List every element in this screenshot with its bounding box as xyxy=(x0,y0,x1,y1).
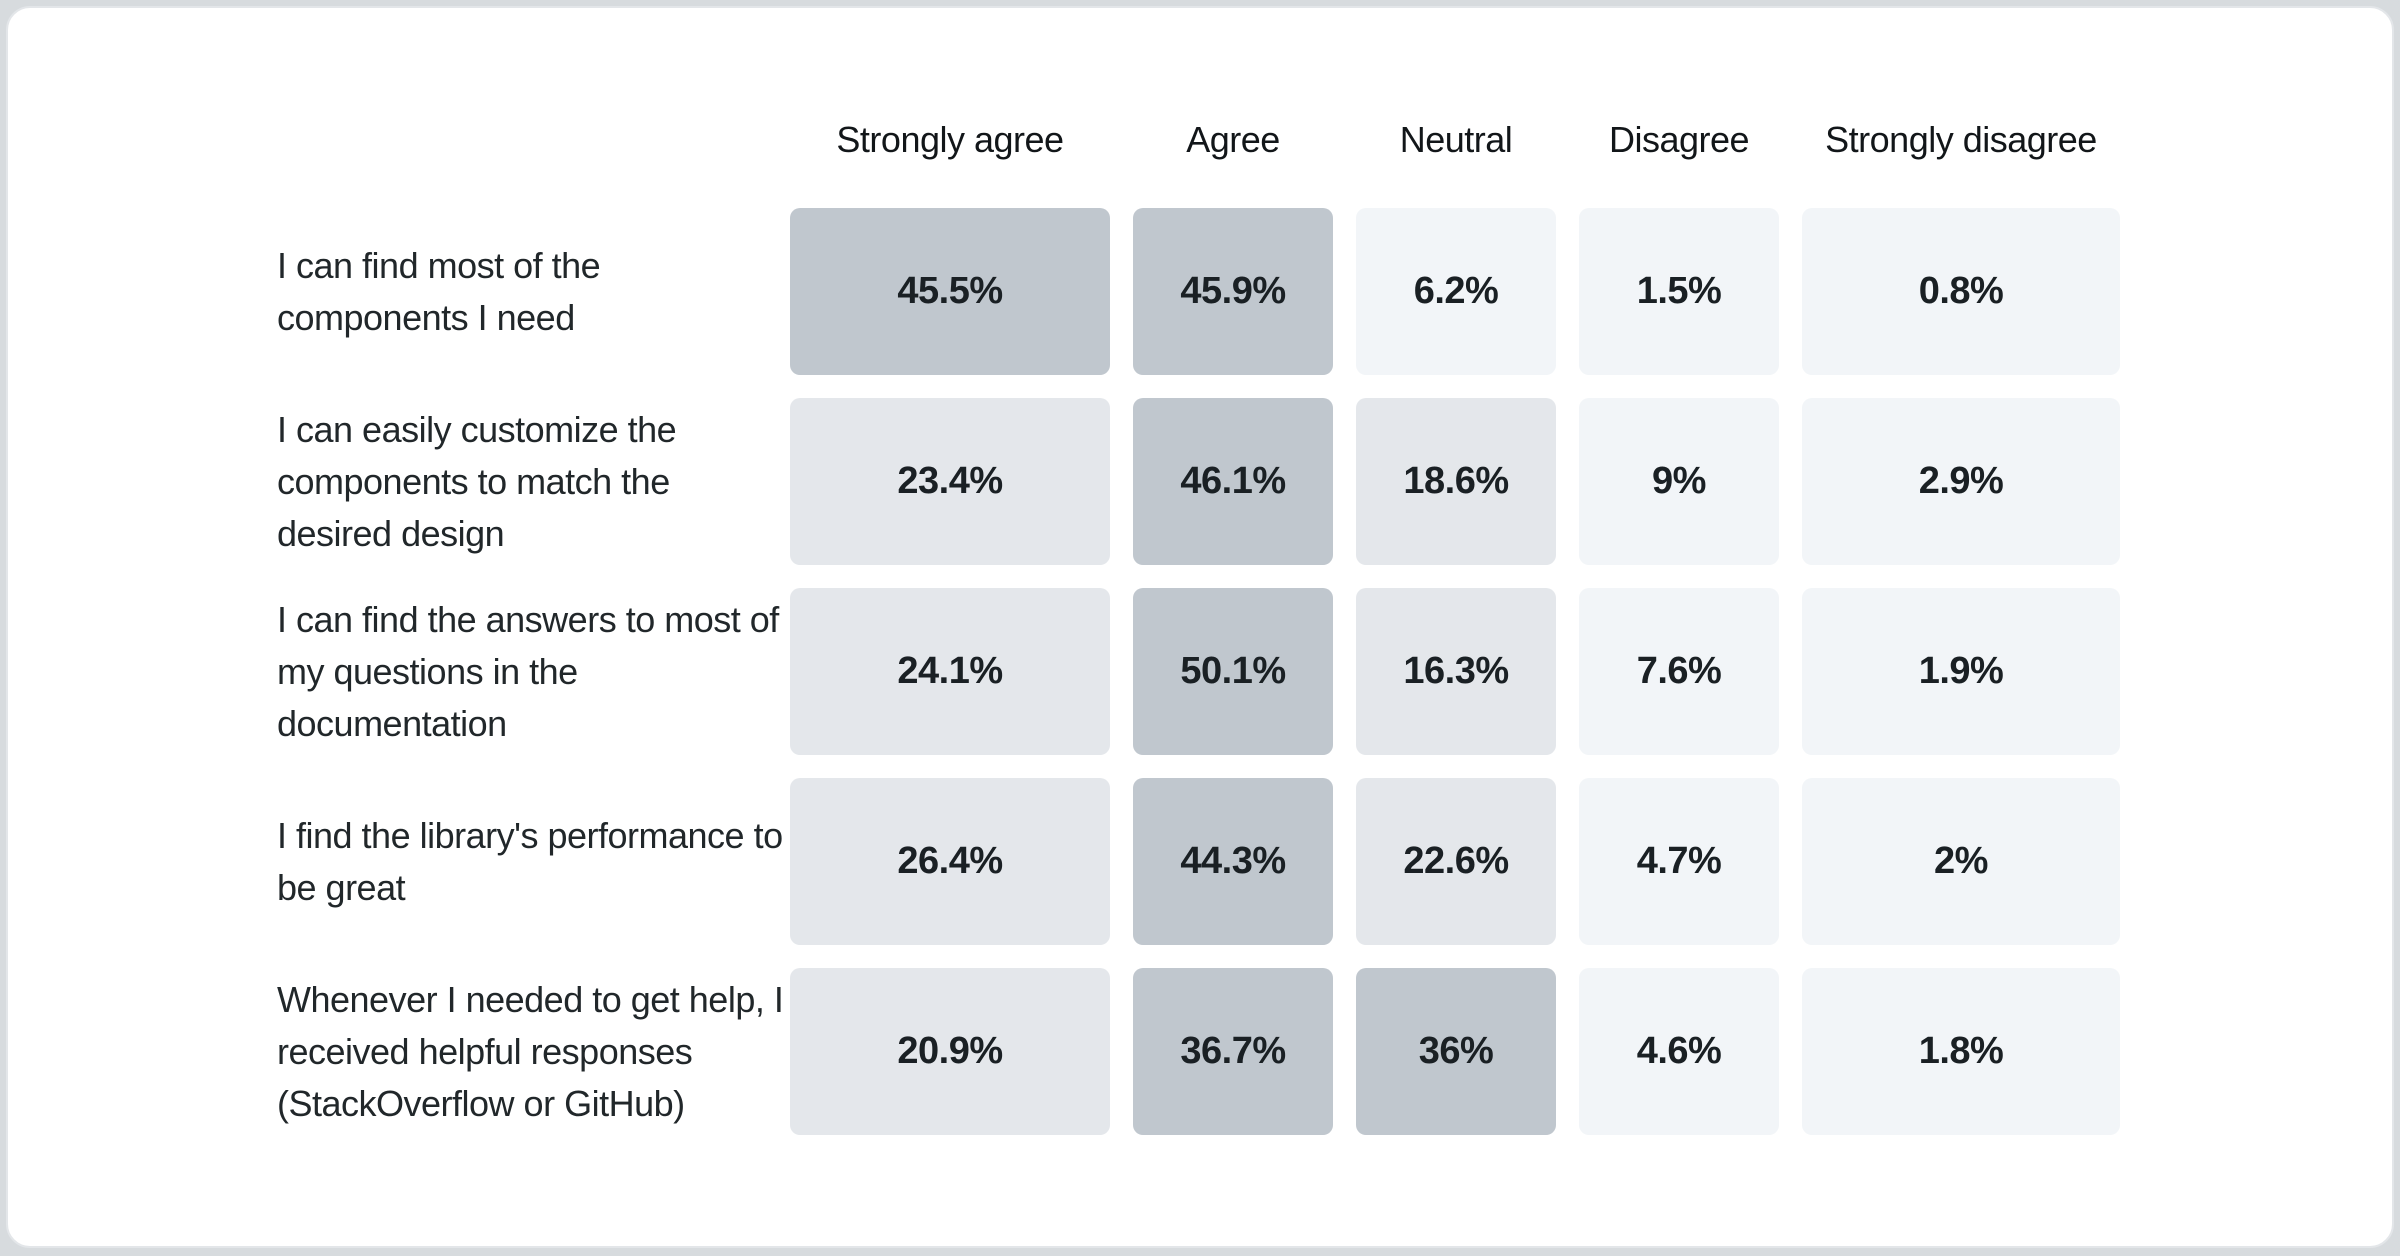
heatmap-cell: 36.7% xyxy=(1133,968,1333,1135)
likert-heatmap: Strongly agree Agree Neutral Disagree Strong… xyxy=(277,95,2120,1135)
heatmap-cell: 20.9% xyxy=(790,968,1110,1135)
heatmap-cell: 0.8% xyxy=(1802,208,2120,375)
row-label: I can find the answers to most of my que… xyxy=(277,598,779,744)
heatmap-cell: 26.4% xyxy=(790,778,1110,945)
heatmap-cell: 18.6% xyxy=(1356,398,1556,565)
heatmap-cell: 1.9% xyxy=(1802,588,2120,755)
heatmap-cell: 9% xyxy=(1579,398,1779,565)
heatmap-cell: 4.7% xyxy=(1579,778,1779,945)
heatmap-cell: 2.9% xyxy=(1802,398,2120,565)
column-header-strongly-agree: Strongly agree xyxy=(836,119,1064,160)
heatmap-cell: 44.3% xyxy=(1133,778,1333,945)
heatmap-cell: 45.9% xyxy=(1133,208,1333,375)
heatmap-cell: 46.1% xyxy=(1133,398,1333,565)
heatmap-cell: 50.1% xyxy=(1133,588,1333,755)
heatmap-cell: 36% xyxy=(1356,968,1556,1135)
column-header-disagree: Disagree xyxy=(1608,119,1750,160)
heatmap-cell: 23.4% xyxy=(790,398,1110,565)
heatmap-cell: 6.2% xyxy=(1356,208,1556,375)
row-label: I can easily customize the components to… xyxy=(277,408,677,554)
heatmap-cell: 1.8% xyxy=(1802,968,2120,1135)
heatmap-cell: 45.5% xyxy=(790,208,1110,375)
column-header-agree: Agree xyxy=(1186,119,1280,160)
matrix-corner-spacer xyxy=(277,95,767,185)
heatmap-cell: 24.1% xyxy=(790,588,1110,755)
column-header-strongly-disagree: Strongly disagree xyxy=(1825,119,2097,160)
column-header-neutral: Neutral xyxy=(1399,119,1513,160)
heatmap-cell: 4.6% xyxy=(1579,968,1779,1135)
row-label: I find the library's performance to be g… xyxy=(277,814,783,908)
row-label: I can find most of the components I need xyxy=(277,244,601,338)
survey-results-card: Strongly agree Agree Neutral Disagree Strong… xyxy=(6,6,2394,1248)
heatmap-cell: 22.6% xyxy=(1356,778,1556,945)
heatmap-cell: 7.6% xyxy=(1579,588,1779,755)
heatmap-cell: 16.3% xyxy=(1356,588,1556,755)
heatmap-cell: 2% xyxy=(1802,778,2120,945)
heatmap-cell: 1.5% xyxy=(1579,208,1779,375)
row-label: Whenever I needed to get help, I receive… xyxy=(277,978,784,1124)
